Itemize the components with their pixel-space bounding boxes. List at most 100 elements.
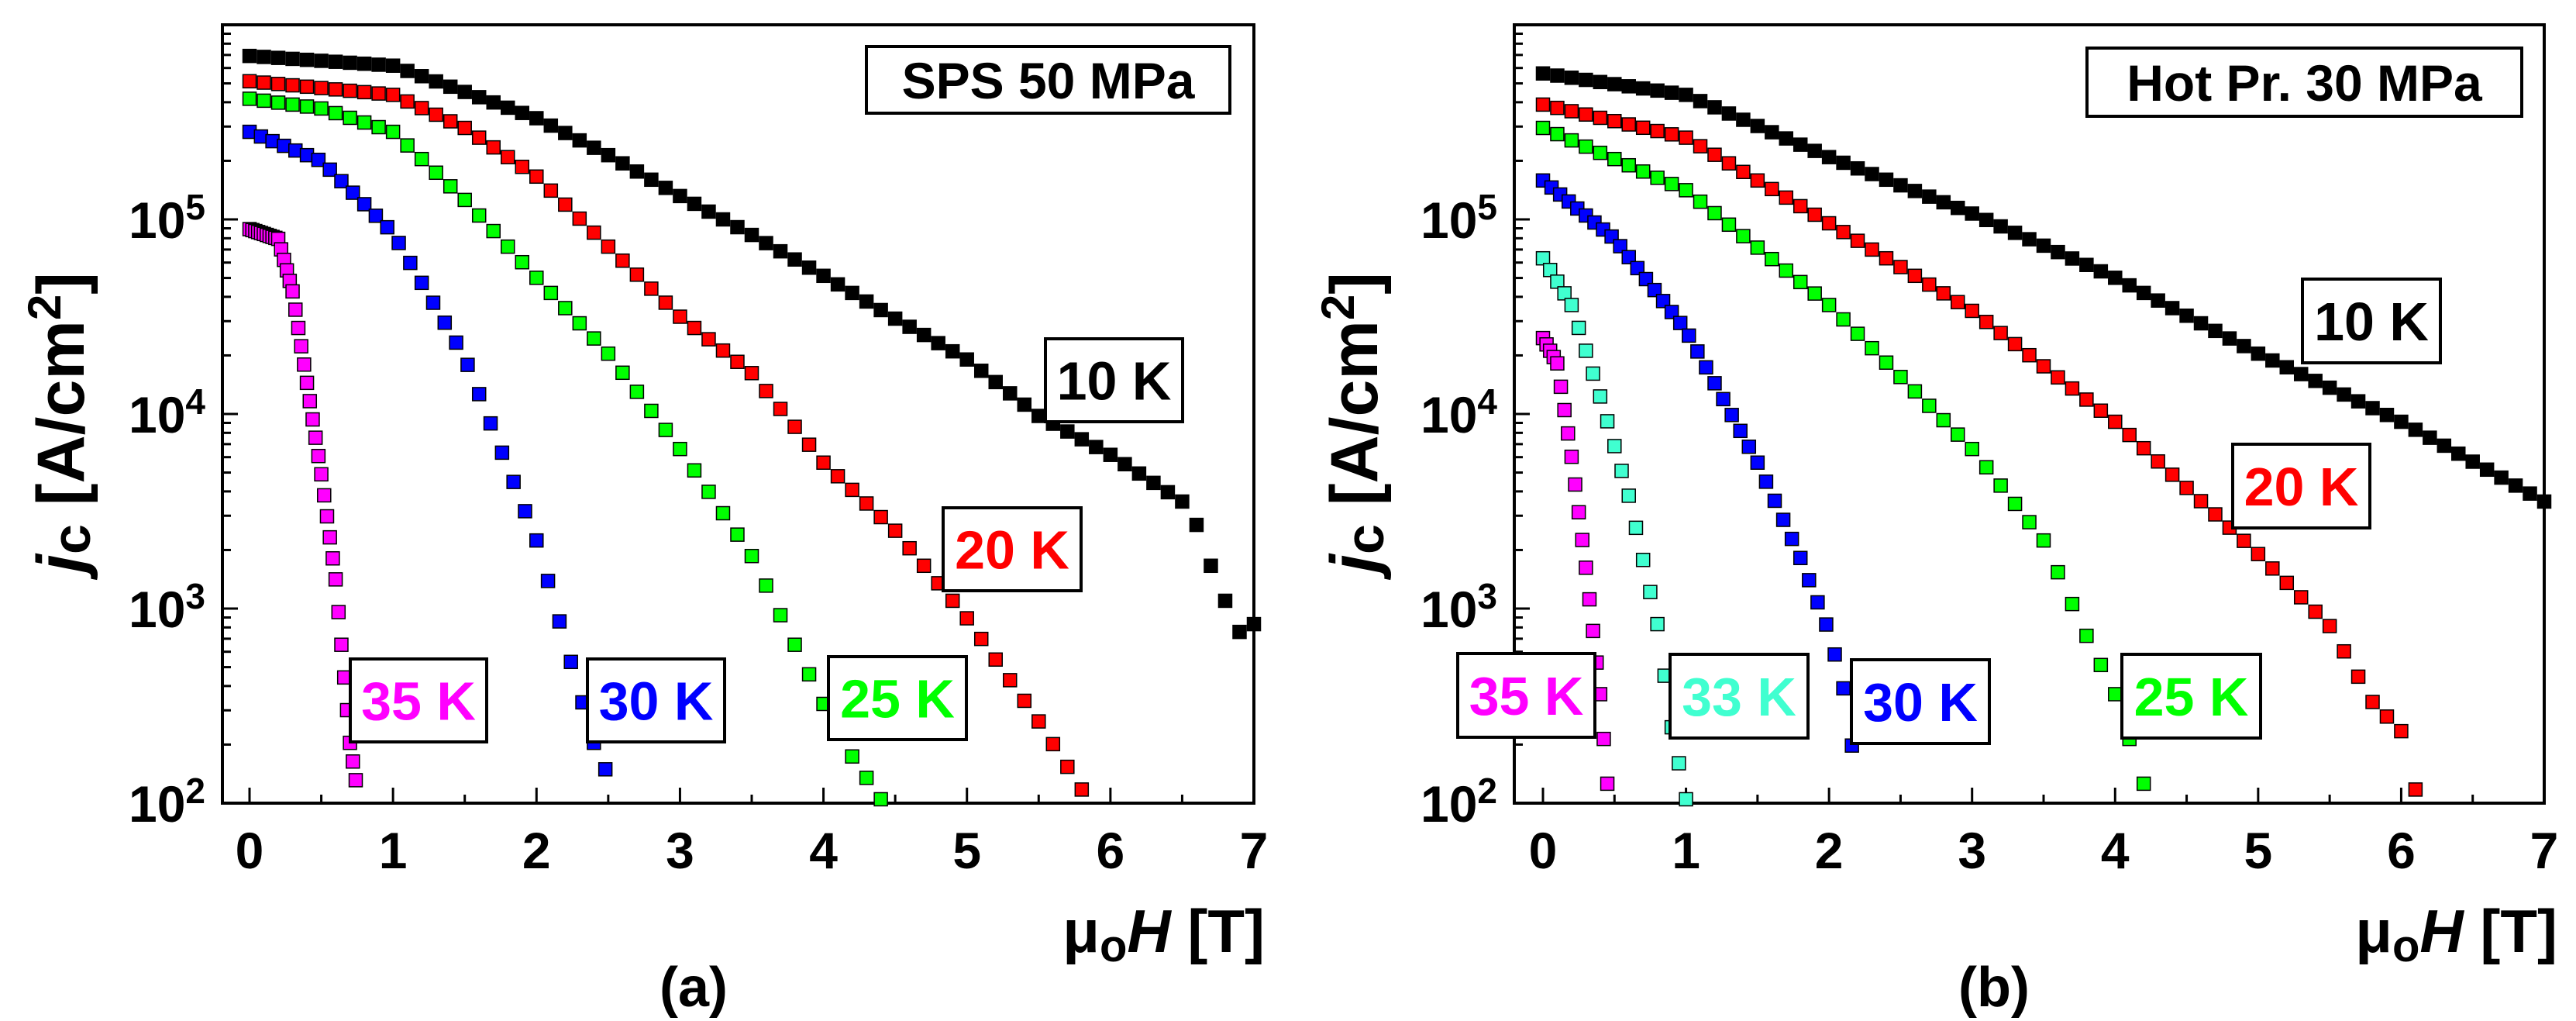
data-point	[1836, 155, 1851, 171]
data-point	[1621, 250, 1636, 264]
data-point	[2379, 709, 2395, 724]
y-tick-exponent: 4	[1477, 381, 1497, 422]
data-point	[787, 252, 802, 267]
series-label: 35 K	[361, 671, 476, 732]
data-point	[1579, 72, 1593, 88]
data-point	[1003, 386, 1018, 401]
y-label-j: j	[24, 553, 98, 581]
data-point	[563, 654, 578, 670]
data-point	[429, 74, 443, 89]
data-point	[400, 138, 415, 153]
series-label-box	[586, 657, 726, 743]
panel-label: (a)	[659, 957, 728, 1019]
data-point	[1936, 286, 1951, 301]
data-point	[601, 346, 616, 361]
data-point	[730, 527, 745, 542]
data-point	[902, 319, 917, 334]
data-point	[2365, 695, 2380, 709]
series-label: 30 K	[599, 671, 714, 732]
data-point	[515, 159, 530, 174]
data-point	[299, 79, 315, 95]
data-point	[2279, 575, 2295, 591]
y-label-close: ]	[1317, 272, 1392, 295]
data-point	[518, 504, 532, 519]
series-label: 25 K	[840, 669, 955, 730]
data-point	[2536, 494, 2552, 509]
data-point	[1550, 356, 1565, 371]
data-point	[1850, 233, 1865, 248]
data-point	[356, 115, 372, 130]
y-tick-label: 105	[129, 187, 205, 249]
x-tick-label: 7	[1240, 822, 1269, 879]
data-point	[368, 209, 384, 223]
data-point	[1879, 250, 1894, 266]
data-point	[2479, 462, 2495, 478]
data-point	[2108, 271, 2123, 285]
data-point	[2279, 360, 2295, 375]
data-point	[916, 327, 932, 343]
series-label-box	[942, 506, 1083, 592]
data-point	[1721, 217, 1737, 233]
data-point	[644, 403, 659, 419]
data-point	[572, 133, 587, 148]
data-point	[343, 55, 357, 71]
data-point	[2151, 293, 2165, 308]
data-point	[1550, 68, 1565, 83]
data-point	[1650, 616, 1665, 632]
data-point	[314, 53, 329, 68]
data-point	[543, 285, 559, 301]
data-point	[1614, 464, 1629, 478]
data-point	[644, 172, 659, 188]
data-point	[414, 151, 429, 167]
data-point	[443, 79, 458, 95]
data-point	[816, 268, 831, 284]
data-point	[1679, 183, 1693, 198]
x-tick-label: 6	[2387, 822, 2416, 879]
y-tick-base: 10	[1421, 581, 1477, 638]
data-point	[1779, 263, 1794, 278]
y-tick-label: 104	[129, 381, 205, 443]
data-point	[425, 295, 441, 310]
series-35k	[1535, 330, 1615, 792]
data-point	[558, 126, 573, 140]
data-point	[859, 294, 874, 309]
data-point	[787, 419, 802, 434]
data-point	[371, 119, 386, 135]
data-point	[385, 88, 401, 102]
data-point	[1664, 127, 1679, 142]
data-point	[334, 637, 349, 652]
data-point	[715, 505, 731, 521]
data-point	[285, 78, 300, 93]
data-point	[1535, 66, 1551, 81]
data-point	[1600, 776, 1615, 792]
data-point	[483, 416, 498, 431]
data-point	[1643, 585, 1658, 599]
series-label-box	[1669, 653, 1810, 740]
data-point	[887, 523, 903, 538]
data-point	[529, 111, 544, 126]
data-point	[529, 169, 544, 185]
data-point	[299, 52, 315, 67]
data-point	[1707, 100, 1722, 115]
data-point	[859, 771, 874, 785]
x-tick-label: 5	[2244, 822, 2272, 879]
data-point	[540, 574, 556, 588]
data-point	[2337, 643, 2351, 659]
data-point	[1175, 494, 1190, 509]
y-tick-base: 10	[1421, 191, 1477, 249]
data-point	[501, 100, 515, 116]
data-point	[1031, 409, 1046, 423]
data-point	[1118, 457, 1132, 472]
data-point	[314, 467, 329, 482]
y-tick-label: 105	[1421, 187, 1497, 249]
data-point	[414, 69, 429, 84]
data-point	[629, 385, 645, 399]
x-axis-label: μoH [T]	[1062, 897, 1265, 971]
data-point	[2379, 408, 2395, 423]
data-point	[931, 336, 945, 350]
data-point	[385, 124, 401, 140]
series-35k	[242, 222, 363, 788]
data-point	[328, 572, 343, 587]
data-point	[317, 488, 332, 503]
data-point	[2108, 414, 2123, 429]
